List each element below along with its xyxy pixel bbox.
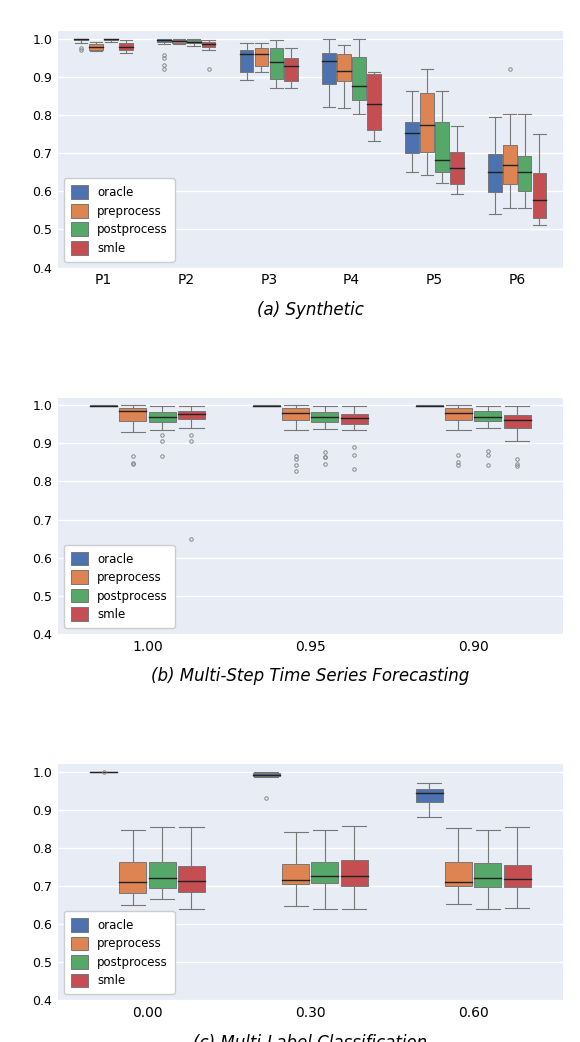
Legend: oracle, preprocess, postprocess, smle: oracle, preprocess, postprocess, smle [64, 178, 175, 262]
X-axis label: (c) Multi-Label Classification: (c) Multi-Label Classification [193, 1034, 427, 1042]
Bar [255, 48, 269, 66]
Bar [284, 58, 298, 81]
Bar [341, 414, 368, 424]
Bar [503, 865, 531, 887]
Bar [322, 53, 336, 83]
Bar [148, 863, 176, 888]
Bar [74, 39, 88, 41]
Bar [532, 173, 546, 218]
Bar [178, 411, 205, 419]
Bar [474, 864, 501, 887]
Bar [157, 40, 171, 42]
Bar [420, 94, 434, 152]
Bar [89, 44, 103, 50]
Bar [282, 864, 309, 884]
X-axis label: (b) Multi-Step Time Series Forecasting: (b) Multi-Step Time Series Forecasting [151, 668, 469, 686]
Bar [416, 789, 443, 802]
Bar [405, 122, 419, 153]
Bar [474, 412, 501, 421]
Bar [104, 39, 118, 41]
Bar [270, 48, 283, 79]
Bar [503, 415, 531, 428]
Bar [253, 773, 280, 776]
Bar [311, 412, 338, 422]
Bar [178, 866, 205, 892]
Bar [148, 412, 176, 422]
Bar [352, 57, 366, 100]
Bar [341, 861, 368, 886]
Bar [311, 863, 338, 883]
Bar [435, 122, 449, 172]
Bar [518, 156, 531, 192]
Bar [503, 145, 517, 183]
Bar [338, 54, 351, 81]
Bar [450, 152, 463, 183]
Bar [445, 408, 472, 420]
Bar [445, 863, 472, 886]
Bar [172, 40, 186, 43]
Bar [119, 44, 133, 50]
Bar [187, 40, 201, 44]
Legend: oracle, preprocess, postprocess, smle: oracle, preprocess, postprocess, smle [64, 545, 175, 628]
Bar [240, 50, 253, 73]
Bar [367, 74, 381, 130]
X-axis label: (a) Synthetic: (a) Synthetic [257, 301, 364, 319]
Bar [488, 154, 502, 192]
Legend: oracle, preprocess, postprocess, smle: oracle, preprocess, postprocess, smle [64, 911, 175, 994]
Bar [282, 408, 309, 421]
Bar [119, 407, 146, 421]
Bar [202, 42, 215, 47]
Bar [119, 863, 146, 893]
